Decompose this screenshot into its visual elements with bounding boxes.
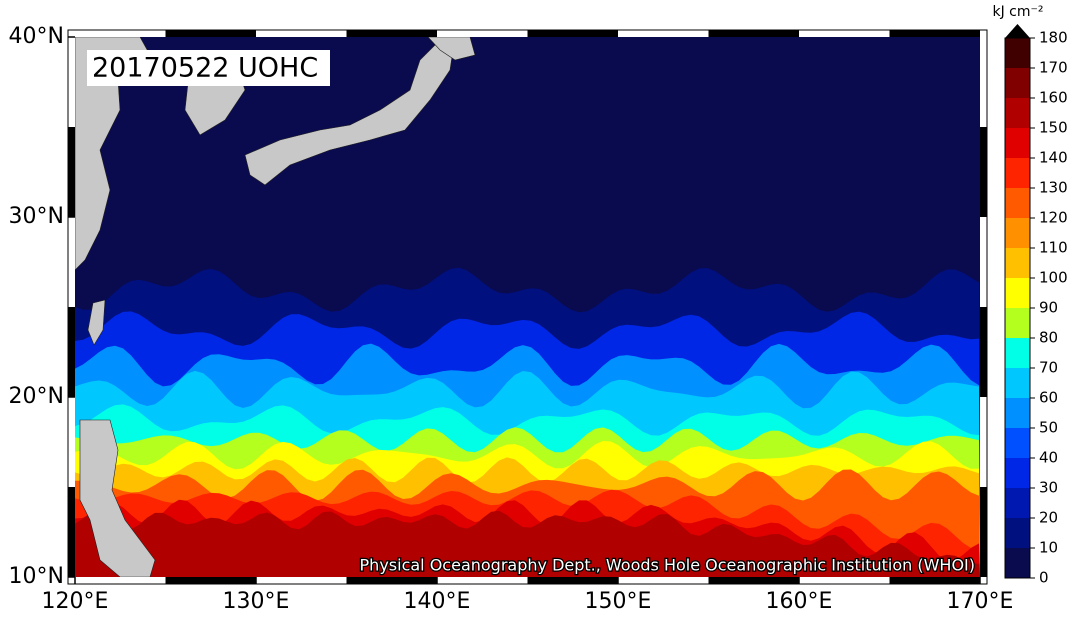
colorbar-swatch <box>1005 38 1030 68</box>
colorbar-tick-label: 140 <box>1039 149 1068 167</box>
x-tick-label: 150°E <box>585 589 652 614</box>
colorbar-swatch <box>1005 218 1030 248</box>
colorbar-swatch <box>1005 518 1030 548</box>
colorbar-tick-label: 70 <box>1039 359 1058 377</box>
frame-segment <box>68 487 75 577</box>
frame-segment <box>165 577 256 584</box>
colorbar-tick-label: 30 <box>1039 479 1058 497</box>
x-tick-label: 130°E <box>223 589 290 614</box>
ohc-field <box>75 37 980 577</box>
colorbar-swatch <box>1005 68 1030 98</box>
colorbar-tick-label: 130 <box>1039 179 1068 197</box>
colorbar-swatch <box>1005 248 1030 278</box>
x-tick-label: 140°E <box>404 589 471 614</box>
frame-segment <box>889 30 980 37</box>
y-tick-label: 40°N <box>9 24 64 49</box>
colorbar-tick-label: 10 <box>1039 539 1058 557</box>
colorbar-tick-label: 60 <box>1039 389 1058 407</box>
title-box <box>87 50 330 86</box>
colorbar: 0 10 20 30 40 50 60 70 80 90 100 110 120 130 140 150 160… <box>1004 24 1068 587</box>
frame-segment <box>708 577 799 584</box>
colorbar-swatch <box>1005 428 1030 458</box>
colorbar-swatch <box>1005 128 1030 158</box>
colorbar-arrow <box>1005 24 1030 38</box>
x-tick-label: 170°E <box>947 589 1014 614</box>
frame-segment <box>346 30 437 37</box>
y-tick-label: 10°N <box>9 564 64 589</box>
colorbar-tick-label: 100 <box>1039 269 1068 287</box>
colorbar-tick-label: 180 <box>1039 29 1068 47</box>
colorbar-tick-label: 80 <box>1039 329 1058 347</box>
colorbar-swatch <box>1005 308 1030 338</box>
x-tick-label: 120°E <box>42 589 109 614</box>
frame-segment <box>346 577 437 584</box>
frame-segment <box>68 127 75 217</box>
colorbar-tick-label: 20 <box>1039 509 1058 527</box>
credit: Physical Oceanography Dept., Woods Hole … <box>360 556 975 575</box>
frame-segment <box>980 307 987 397</box>
colorbar-swatch <box>1005 338 1030 368</box>
y-tick-label: 30°N <box>9 204 64 229</box>
colorbar-tick-label: 170 <box>1039 59 1068 77</box>
frame-segment <box>980 487 987 577</box>
frame-segment <box>527 577 618 584</box>
colorbar-tick-label: 120 <box>1039 209 1068 227</box>
colorbar-swatch <box>1005 158 1030 188</box>
ohc-band <box>75 510 980 577</box>
colorbar-tick-label: 90 <box>1039 299 1058 317</box>
colorbar-tick-label: 0 <box>1039 569 1049 587</box>
colorbar-unit: kJ cm⁻² <box>992 4 1043 20</box>
colorbar-tick-label: 50 <box>1039 419 1058 437</box>
colorbar-tick-label: 40 <box>1039 449 1058 467</box>
map-frame: 120°E 130°E 140°E 150°E 160°E 170°E 10°N 20°N 30… <box>9 24 1014 614</box>
colorbar-swatch <box>1005 188 1030 218</box>
map-title: 20170522 UOHC <box>92 53 318 84</box>
frame-segment <box>889 577 980 584</box>
colorbar-swatch <box>1005 458 1030 488</box>
colorbar-swatch <box>1005 398 1030 428</box>
frame-segment <box>980 127 987 217</box>
colorbar-tick-label: 150 <box>1039 119 1068 137</box>
colorbar-swatch <box>1005 278 1030 308</box>
x-tick-label: 160°E <box>766 589 833 614</box>
frame-segment <box>708 30 799 37</box>
colorbar-tick-label: 160 <box>1039 89 1068 107</box>
y-tick-label: 20°N <box>9 384 64 409</box>
colorbar-tick-label: 110 <box>1039 239 1068 257</box>
colorbar-swatch <box>1005 368 1030 398</box>
colorbar-swatch <box>1005 98 1030 128</box>
frame-segment <box>527 30 618 37</box>
frame-segment <box>165 30 256 37</box>
colorbar-swatch <box>1005 548 1030 578</box>
colorbar-swatch <box>1005 488 1030 518</box>
frame-segment <box>68 307 75 397</box>
